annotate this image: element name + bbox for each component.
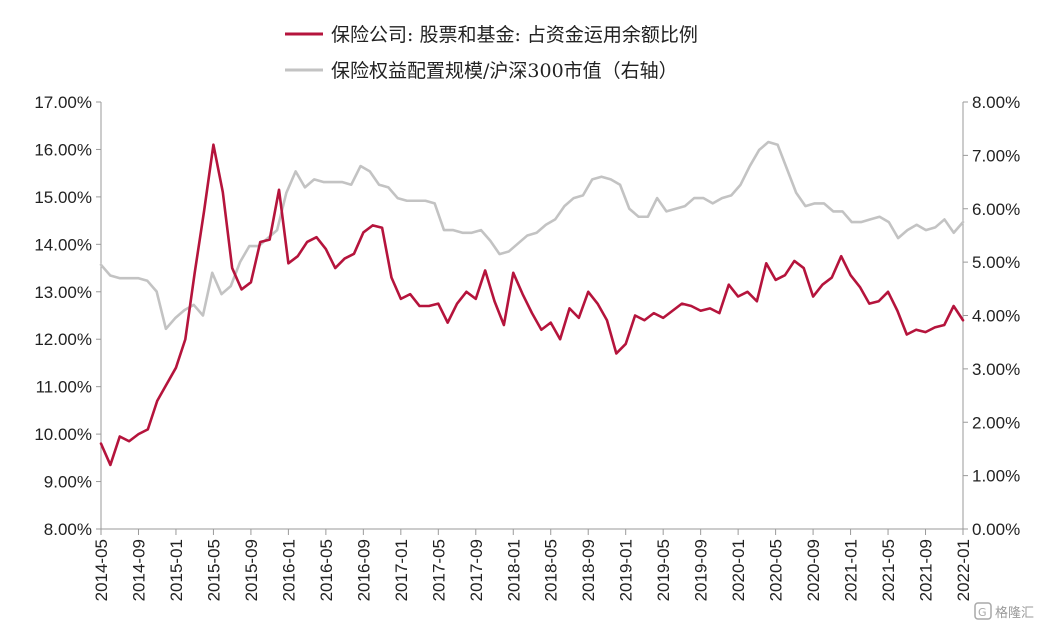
x-axis-tick-label: 2018-09	[579, 539, 598, 601]
right-axis-tick-label: 5.00%	[972, 253, 1020, 272]
legend-label-series-1: 保险公司: 股票和基金: 占资金运用余额比例	[331, 24, 698, 46]
watermark-logo-icon	[974, 602, 992, 620]
legend: 保险公司: 股票和基金: 占资金运用余额比例 保险权益配置规模/沪深300市值（…	[285, 24, 698, 82]
x-axis-tick-label: 2020-09	[804, 539, 823, 601]
x-axis-tick-label: 2015-05	[204, 539, 223, 601]
x-axis-tick-label: 2015-01	[167, 539, 186, 601]
left-axis-tick-label: 14.00%	[34, 235, 92, 254]
series-line-1	[99, 143, 965, 467]
x-axis-tick-label: 2021-05	[879, 539, 898, 601]
x-axis-tick-label: 2019-05	[654, 539, 673, 601]
x-axis-tick-label: 2018-01	[504, 539, 523, 601]
x-axis-tick-label: 2019-09	[692, 539, 711, 601]
x-axis-tick-label: 2021-01	[842, 539, 861, 601]
left-axis-tick-label: 12.00%	[34, 330, 92, 349]
left-axis-tick-label: 11.00%	[36, 378, 92, 397]
x-axis-tick-label: 2020-01	[729, 539, 748, 601]
left-axis-tick-label: 16.00%	[34, 140, 92, 159]
x-axis-tick-label: 2014-05	[92, 539, 111, 601]
x-axis-tick-label: 2017-01	[392, 539, 411, 601]
x-axis-tick-label: 2020-05	[767, 539, 786, 601]
left-axis-tick-label: 10.00%	[34, 425, 92, 444]
left-axis-tick-label: 17.00%	[34, 93, 92, 112]
watermark-logo-glyph: G	[978, 606, 987, 619]
x-axis-tick-label: 2017-05	[429, 539, 448, 601]
x-axis-tick-label: 2014-09	[129, 539, 148, 601]
legend-label-series-2: 保险权益配置规模/沪深300市值（右轴）	[331, 60, 678, 82]
left-axis-tick-label: 9.00%	[44, 473, 92, 492]
plot-lines	[99, 140, 965, 467]
left-axis: 8.00% 9.00% 10.00% 11.00% 12.00% 13.00% 14.00%…	[34, 93, 102, 539]
x-axis-tick-label: 2016-09	[354, 539, 373, 601]
x-axis-tick-label: 2022-01	[954, 539, 973, 601]
series-line-2	[99, 140, 965, 331]
left-axis-tick-label: 15.00%	[34, 188, 92, 207]
right-axis-tick-label: 2.00%	[972, 413, 1020, 432]
watermark: G 格隆汇	[974, 602, 1034, 621]
right-axis-tick-label: 4.00%	[972, 307, 1020, 326]
x-axis-tick-label: 2016-01	[279, 539, 298, 601]
right-axis-tick-label: 1.00%	[972, 467, 1020, 486]
left-axis-tick-label: 8.00%	[44, 520, 92, 539]
x-axis-tick-label: 2019-01	[617, 539, 636, 601]
right-axis-tick-label: 8.00%	[972, 93, 1020, 112]
right-axis-tick-label: 7.00%	[972, 146, 1020, 165]
left-axis-tick-label: 13.00%	[34, 283, 92, 302]
x-axis-tick-label: 2018-05	[542, 539, 561, 601]
right-axis-tick-label: 6.00%	[972, 200, 1020, 219]
x-axis-tick-label: 2021-09	[917, 539, 936, 601]
right-axis: 0.00% 1.00% 2.00% 3.00% 4.00% 5.00% 6.00% 7.00%…	[962, 93, 1020, 539]
x-axis-tick-label: 2016-05	[317, 539, 336, 601]
x-axis: 2014-05 2014-09 2015-01 2015-05 2015-09 2016-…	[92, 528, 973, 601]
x-axis-tick-label: 2015-09	[242, 539, 261, 601]
watermark-text: 格隆汇	[995, 605, 1034, 621]
x-axis-tick-label: 2017-09	[467, 539, 486, 601]
right-axis-tick-label: 0.00%	[972, 520, 1020, 539]
right-axis-tick-label: 3.00%	[972, 360, 1020, 379]
